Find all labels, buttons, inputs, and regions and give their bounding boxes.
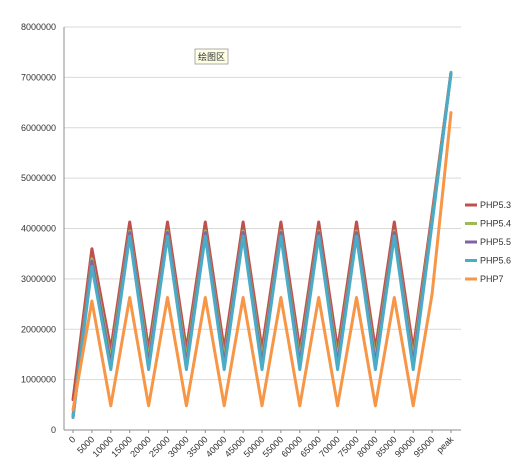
series-lines <box>71 70 453 419</box>
plot-area-tag: 绘图区 <box>194 48 229 65</box>
y-tick-label: 1000000 <box>21 375 56 385</box>
plot-area-tag-label: 绘图区 <box>198 51 225 63</box>
y-tick-label: 0 <box>51 425 56 435</box>
legend-label: PHP5.5 <box>480 237 511 247</box>
y-tick-label: 6000000 <box>21 123 56 133</box>
series-line-PHP5.6 <box>71 71 453 419</box>
y-tick-label: 2000000 <box>21 324 56 334</box>
axes: 0 1000000 2000000 3000000 4000000 5000000 6000… <box>21 22 461 459</box>
legend-label: PHP5.6 <box>480 256 511 266</box>
x-tick-label: 0 <box>67 434 78 445</box>
y-tick-label: 4000000 <box>21 224 56 234</box>
legend-label: PHP7 <box>480 274 504 284</box>
legend: PHP5.3 PHP5.4 PHP5.5 PHP5.6 PHP7 <box>465 200 511 284</box>
series-line-PHP7 <box>71 111 453 412</box>
y-tick-label: 8000000 <box>21 22 56 32</box>
x-tick-label: 95000 <box>412 434 437 459</box>
x-tick-label: peak <box>435 434 456 455</box>
plot-area-tag-box <box>194 48 229 65</box>
legend-label: PHP5.4 <box>480 219 511 229</box>
y-tick-label: 3000000 <box>21 274 56 284</box>
y-tick-label: 7000000 <box>21 72 56 82</box>
legend-label: PHP5.3 <box>480 200 511 210</box>
y-tick-label: 5000000 <box>21 173 56 183</box>
